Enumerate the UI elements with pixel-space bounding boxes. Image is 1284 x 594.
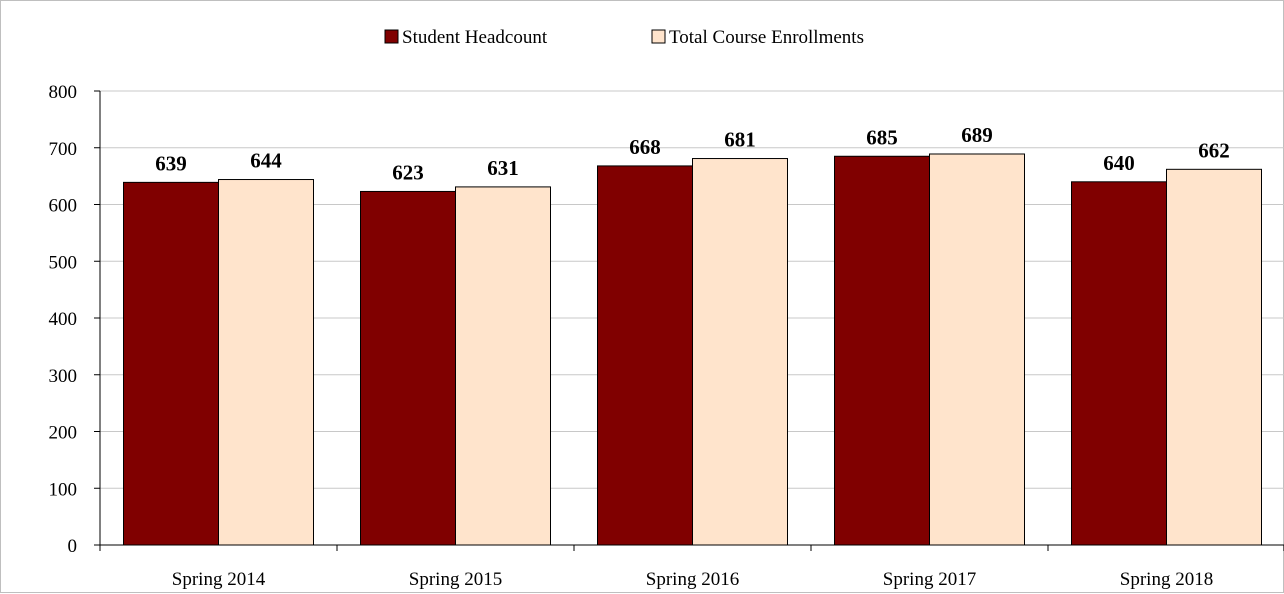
y-tick-label-200: 200 xyxy=(49,423,78,444)
y-tick-label-400: 400 xyxy=(49,309,78,330)
y-axis: 0 100 200 300 400 500 600 700 800 xyxy=(49,82,101,557)
bar-total-course-enrollments-spring-2017 xyxy=(929,153,1025,546)
bars xyxy=(123,153,1262,546)
data-labels: 639 644 623 631 668 681 685 689 640 662 xyxy=(155,123,1230,184)
bar-student-headcount-spring-2015 xyxy=(360,190,456,546)
bar-total-course-enrollments-spring-2016 xyxy=(692,158,788,546)
data-label-student-headcount-spring-2014: 639 xyxy=(155,151,187,175)
bar-total-course-enrollments-spring-2015 xyxy=(455,186,551,546)
x-tick-label-spring-2016: Spring 2016 xyxy=(646,569,739,590)
data-label-total-course-enrollments-spring-2018: 662 xyxy=(1198,138,1230,162)
data-label-total-course-enrollments-spring-2015: 631 xyxy=(487,156,519,180)
y-tick-label-300: 300 xyxy=(49,366,78,387)
legend-label-student-headcount: Student Headcount xyxy=(402,27,548,48)
data-label-student-headcount-spring-2018: 640 xyxy=(1103,151,1135,175)
bar-total-course-enrollments-spring-2018 xyxy=(1166,168,1262,546)
x-tick-label-spring-2014: Spring 2014 xyxy=(172,569,266,590)
bar-student-headcount-spring-2018 xyxy=(1071,181,1167,546)
y-tick-label-500: 500 xyxy=(49,252,78,273)
legend-swatch-total-course-enrollments xyxy=(651,29,666,44)
y-tick-label-0: 0 xyxy=(68,536,78,557)
data-label-student-headcount-spring-2015: 623 xyxy=(392,160,424,184)
y-tick-label-100: 100 xyxy=(49,479,78,500)
bar-student-headcount-spring-2017 xyxy=(834,155,930,546)
x-tick-label-spring-2015: Spring 2015 xyxy=(409,569,502,590)
legend: Student Headcount Total Course Enrollmen… xyxy=(384,27,864,48)
data-label-student-headcount-spring-2016: 668 xyxy=(629,135,661,159)
y-tick-label-700: 700 xyxy=(49,139,78,160)
bar-student-headcount-spring-2014 xyxy=(123,181,219,546)
x-axis: Spring 2014 Spring 2015 Spring 2016 Spring … xyxy=(99,544,1284,590)
data-label-total-course-enrollments-spring-2017: 689 xyxy=(961,123,993,147)
data-label-total-course-enrollments-spring-2016: 681 xyxy=(724,128,756,152)
y-tick-label-800: 800 xyxy=(49,82,78,103)
bar-student-headcount-spring-2016 xyxy=(597,165,693,546)
y-tick-label-600: 600 xyxy=(49,196,78,217)
x-tick-label-spring-2017: Spring 2017 xyxy=(883,569,976,590)
bar-total-course-enrollments-spring-2014 xyxy=(218,179,314,546)
legend-swatch-student-headcount xyxy=(384,29,399,44)
legend-label-total-course-enrollments: Total Course Enrollments xyxy=(669,27,864,48)
data-label-total-course-enrollments-spring-2014: 644 xyxy=(250,149,282,173)
x-tick-label-spring-2018: Spring 2018 xyxy=(1120,569,1213,590)
data-label-student-headcount-spring-2017: 685 xyxy=(866,125,898,149)
